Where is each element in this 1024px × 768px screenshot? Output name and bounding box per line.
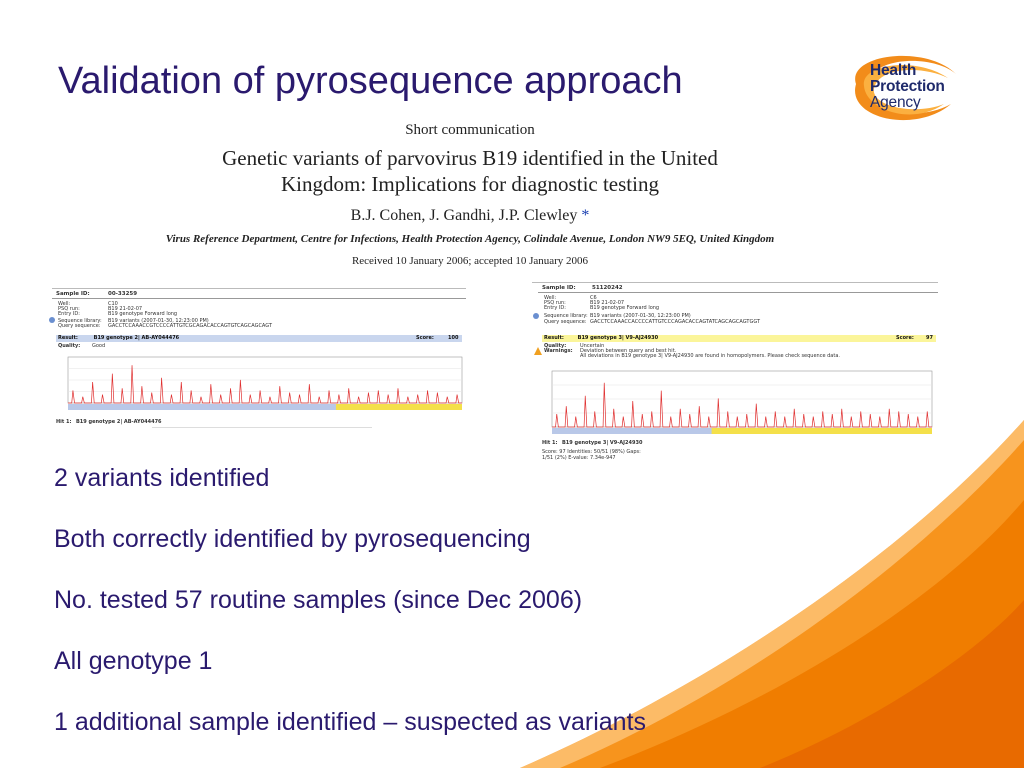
- paper-authors: B.J. Cohen, J. Gandhi, J.P. Clewley *: [150, 207, 790, 225]
- right-stats: Score: 97 Identities: 50/51 (98%) Gaps: …: [542, 449, 641, 461]
- right-warnings-label: Warnings:: [544, 348, 573, 354]
- right-library-label: Sequence library:: [544, 313, 588, 319]
- left-library: B19 variants (2007-01-30, 12:23:00 PM): [108, 318, 209, 324]
- bullet-item: Both correctly identified by pyrosequenc…: [54, 525, 531, 553]
- left-pyrogram: [67, 356, 463, 410]
- right-query-label: Query sequence:: [544, 319, 587, 325]
- right-result-label: Result:: [544, 335, 564, 341]
- right-sample-label: Sample ID:: [542, 285, 576, 291]
- right-pyrogram: [551, 370, 933, 434]
- slide-title: Validation of pyrosequence approach: [58, 60, 683, 102]
- right-quality-label: Quality:: [544, 343, 567, 349]
- right-run-label: PSQ run:: [544, 300, 566, 306]
- right-hit-label: Hit 1:: [542, 440, 558, 446]
- left-sample-id: 00-33259: [108, 291, 138, 297]
- left-query-label: Query sequence:: [58, 323, 101, 329]
- right-quality: Uncertain: [580, 343, 605, 349]
- left-info-icon: [49, 317, 55, 323]
- bullet-item: All genotype 1: [54, 647, 213, 675]
- right-warning1: Deviation between query and best hit.: [580, 348, 677, 354]
- paper-affiliation: Virus Reference Department, Centre for I…: [165, 233, 775, 245]
- left-entry-label: Entry ID:: [58, 311, 80, 317]
- right-well: C6: [590, 295, 597, 301]
- paper-received: Received 10 January 2006; accepted 10 Ja…: [351, 255, 589, 267]
- logo-line-health: Health: [870, 62, 917, 79]
- paper-kind: Short communication: [405, 122, 535, 138]
- left-query: GACCTCCAAACCGTCCCCATTGTCGCAGACACCAGTGTCA…: [108, 323, 273, 329]
- left-score-label: Score:: [416, 335, 434, 341]
- left-quality: Good: [92, 343, 106, 349]
- right-result: B19 genotype 3| V9-AJ24930: [577, 335, 659, 341]
- paper-title-line2: Kingdom: Implications for diagnostic tes…: [281, 172, 659, 196]
- bullet-item: 1 additional sample identified – suspect…: [54, 708, 647, 736]
- hpa-logo-text: Health Protection Agency: [870, 63, 945, 111]
- left-run-label: PSQ run:: [58, 306, 80, 312]
- bullet-item: 2 variants identified: [54, 464, 270, 492]
- logo-line-agency: Agency: [870, 94, 921, 111]
- right-query: GACCTCCAAACCACCCCATTGTCCCAGACACCAGTATCAG…: [590, 319, 761, 325]
- left-quality-label: Quality:: [58, 343, 81, 349]
- left-score: 100: [448, 335, 459, 341]
- right-warning2: All deviations in B19 genotype 3| V9-AJ2…: [580, 353, 840, 359]
- right-hit: B19 genotype 3| V9-AJ24930: [562, 440, 643, 446]
- left-well: C10: [108, 301, 118, 307]
- right-result-bar: Result: B19 genotype 3| V9-AJ24930 Score…: [542, 335, 936, 342]
- pyro-report-right: Sample ID: 51120242 Well: C6 PSQ run: B1…: [532, 282, 938, 478]
- right-entry-label: Entry ID:: [544, 305, 566, 311]
- paper-author-mark: *: [581, 207, 590, 224]
- left-library-label: Sequence library:: [58, 318, 102, 324]
- paper-header: Short communication Genetic variants of …: [150, 118, 790, 267]
- paper-title-line1: Genetic variants of parvovirus B19 ident…: [222, 146, 718, 170]
- left-entry: B19 genotype Forward long: [108, 311, 178, 317]
- left-well-label: Well:: [58, 301, 71, 307]
- logo-line-protection: Protection: [870, 78, 945, 95]
- right-well-label: Well:: [544, 295, 557, 301]
- right-library: B19 variants (2007-01-30, 12:23:00 PM): [590, 313, 691, 319]
- left-hit: B19 genotype 2| AB-AY044476: [76, 419, 162, 425]
- left-result-bar: Result: B19 genotype 2| AB-AY044476 Scor…: [56, 335, 462, 342]
- right-score-label: Score:: [896, 335, 914, 341]
- right-entry: B19 genotype Forward long: [590, 305, 660, 311]
- right-sample-id: 51120242: [592, 285, 623, 291]
- warning-icon: [534, 347, 542, 355]
- bullet-item: No. tested 57 routine samples (since Dec…: [54, 586, 583, 614]
- left-hit-label: Hit 1:: [56, 419, 72, 425]
- right-info-icon: [533, 313, 539, 319]
- left-result-label: Result:: [58, 335, 78, 341]
- pyro-report-left: Sample ID: 00-33259 Well: C10 PSQ run: B…: [49, 288, 466, 446]
- left-run: B19 21-02-07: [108, 306, 143, 312]
- left-sample-label: Sample ID:: [56, 291, 90, 297]
- left-result: B19 genotype 2| AB-AY044476: [93, 335, 180, 341]
- right-run: B19 21-02-07: [590, 300, 625, 306]
- right-score: 97: [926, 335, 933, 341]
- paper-authors-names: B.J. Cohen, J. Gandhi, J.P. Clewley: [350, 207, 578, 224]
